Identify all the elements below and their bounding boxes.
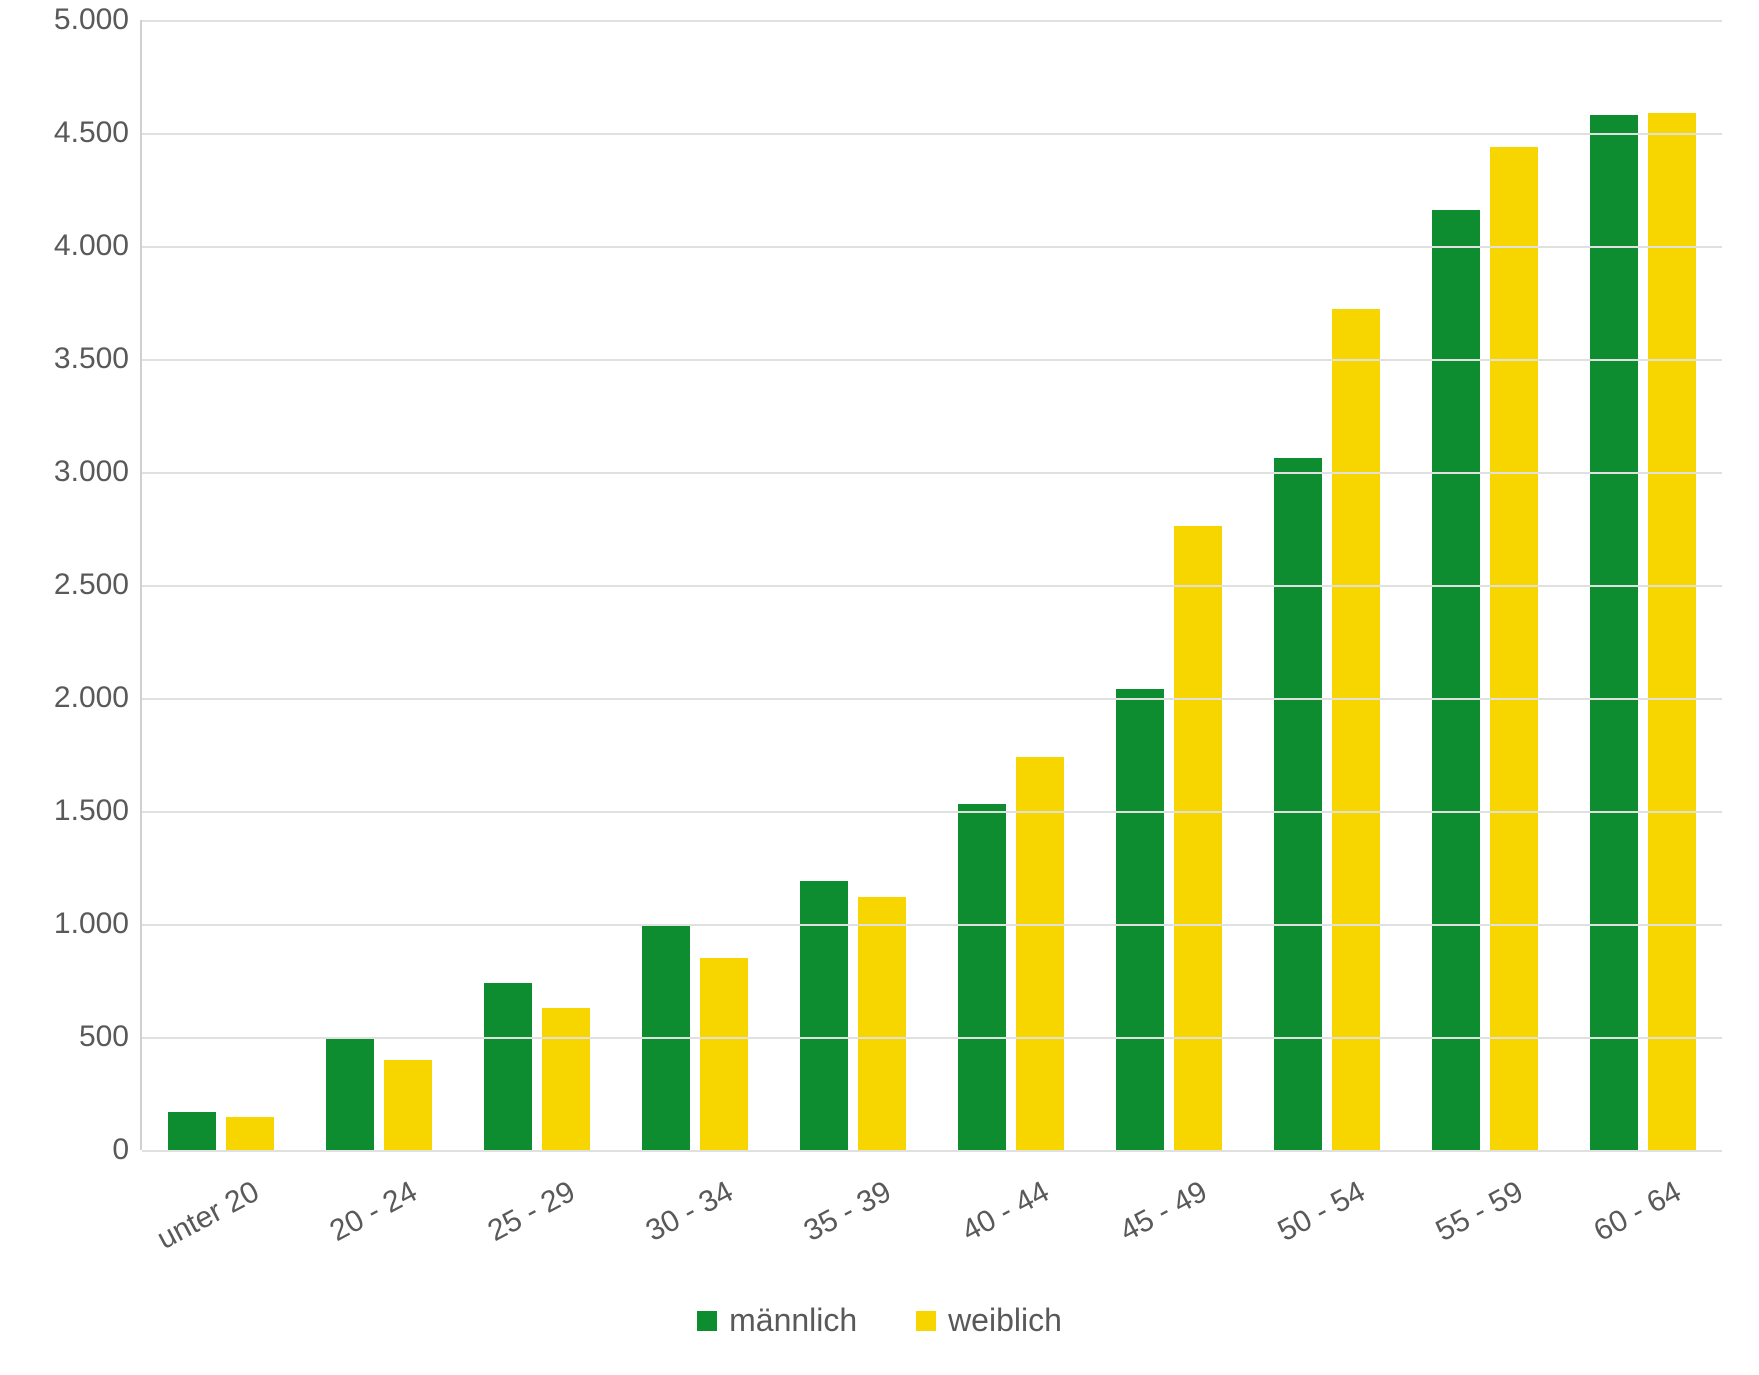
- bar-männlich: [800, 881, 848, 1150]
- bar-weiblich: [1648, 113, 1696, 1150]
- y-axis-label: 0: [19, 1133, 129, 1167]
- gridline: [142, 585, 1722, 587]
- gridline: [142, 20, 1722, 22]
- gridline: [142, 1037, 1722, 1039]
- bar-männlich: [958, 804, 1006, 1150]
- gridline: [142, 698, 1722, 700]
- y-axis-label: 4.000: [19, 229, 129, 263]
- y-axis-label: 4.500: [19, 116, 129, 150]
- bar-weiblich: [700, 958, 748, 1150]
- y-axis-label: 1.500: [19, 794, 129, 828]
- gridline: [142, 133, 1722, 135]
- bar-weiblich: [1016, 757, 1064, 1150]
- bar-weiblich: [1490, 147, 1538, 1150]
- bar-chart: 0 500 1.000 1.500 2.000 2.500 3.000 3.500 4.000 4…: [0, 0, 1759, 1375]
- legend-swatch-female: [916, 1311, 936, 1331]
- y-axis-label: 3.000: [19, 455, 129, 489]
- legend: männlich weiblich: [0, 1300, 1759, 1339]
- gridline: [142, 472, 1722, 474]
- bar-männlich: [1116, 689, 1164, 1150]
- bar-weiblich: [542, 1008, 590, 1150]
- legend-swatch-male: [697, 1311, 717, 1331]
- gridline: [142, 359, 1722, 361]
- bar-weiblich: [858, 897, 906, 1150]
- gridline: [142, 246, 1722, 248]
- y-axis-label: 3.500: [19, 342, 129, 376]
- gridline: [142, 924, 1722, 926]
- gridline: [142, 1150, 1722, 1152]
- y-axis-label: 1.000: [19, 907, 129, 941]
- legend-item-male: männlich: [697, 1300, 857, 1339]
- plot-area: [140, 20, 1722, 1150]
- bar-männlich: [168, 1112, 216, 1150]
- legend-label-female: weiblich: [948, 1302, 1062, 1338]
- legend-label-male: männlich: [729, 1302, 857, 1338]
- bar-männlich: [326, 1039, 374, 1150]
- bar-weiblich: [1332, 309, 1380, 1150]
- bar-weiblich: [384, 1060, 432, 1150]
- y-axis-label: 5.000: [19, 3, 129, 37]
- y-axis-label: 500: [19, 1020, 129, 1054]
- bar-männlich: [484, 983, 532, 1150]
- bar-männlich: [1432, 210, 1480, 1150]
- bar-weiblich: [1174, 526, 1222, 1150]
- bar-männlich: [1590, 115, 1638, 1150]
- legend-item-female: weiblich: [916, 1300, 1062, 1339]
- gridline: [142, 811, 1722, 813]
- y-axis-label: 2.000: [19, 681, 129, 715]
- bar-männlich: [1274, 458, 1322, 1150]
- y-axis-label: 2.500: [19, 568, 129, 602]
- bar-weiblich: [226, 1117, 274, 1150]
